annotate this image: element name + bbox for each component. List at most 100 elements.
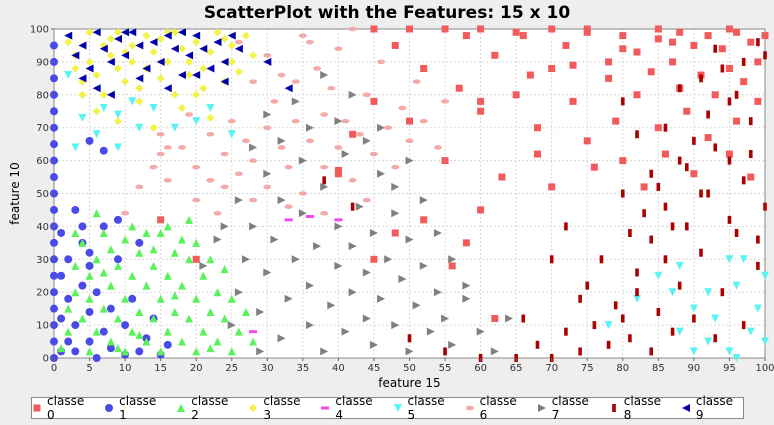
y-tick-label: 40 bbox=[36, 222, 49, 233]
data-point bbox=[185, 51, 194, 60]
x-tick-label: 10 bbox=[119, 363, 132, 374]
data-point bbox=[305, 215, 314, 219]
data-point bbox=[85, 57, 94, 66]
data-point bbox=[725, 64, 733, 72]
legend-label: classe 5 bbox=[407, 394, 445, 422]
data-point bbox=[727, 156, 732, 165]
data-point bbox=[142, 337, 151, 346]
data-point bbox=[443, 347, 447, 356]
grid-layer bbox=[53, 28, 766, 359]
data-point bbox=[462, 32, 470, 40]
data-point bbox=[725, 255, 734, 264]
data-point bbox=[170, 44, 179, 53]
data-point bbox=[684, 163, 689, 172]
data-point bbox=[50, 271, 58, 280]
data-point bbox=[177, 281, 186, 290]
data-point bbox=[149, 123, 158, 132]
data-point bbox=[156, 34, 165, 43]
data-point bbox=[270, 99, 279, 104]
data-point bbox=[85, 248, 94, 257]
data-point bbox=[177, 145, 186, 150]
data-point bbox=[370, 25, 378, 33]
data-point bbox=[177, 44, 186, 53]
data-point bbox=[689, 347, 698, 356]
y-tick-label: 10 bbox=[36, 321, 49, 332]
data-point bbox=[348, 242, 357, 251]
data-point bbox=[676, 28, 684, 36]
data-point bbox=[234, 44, 243, 53]
data-point bbox=[106, 57, 115, 66]
data-point bbox=[684, 222, 689, 231]
data-point bbox=[277, 334, 286, 343]
data-point bbox=[157, 216, 165, 224]
data-point bbox=[71, 288, 80, 297]
data-point bbox=[206, 103, 215, 112]
data-point bbox=[220, 222, 229, 231]
x-tick-label: 75 bbox=[581, 363, 594, 374]
data-point bbox=[241, 255, 250, 264]
data-point bbox=[156, 347, 165, 356]
data-point bbox=[284, 204, 293, 209]
data-point bbox=[706, 110, 710, 119]
series-classe-2 bbox=[57, 209, 258, 356]
data-point bbox=[585, 281, 590, 290]
data-point bbox=[185, 57, 194, 66]
data-point bbox=[92, 107, 101, 116]
data-point bbox=[256, 307, 265, 316]
data-point bbox=[747, 38, 755, 46]
data-point bbox=[441, 157, 449, 165]
data-point bbox=[433, 228, 442, 237]
data-point bbox=[57, 314, 66, 323]
data-point bbox=[220, 57, 229, 66]
data-point bbox=[92, 130, 101, 139]
data-point bbox=[741, 57, 746, 66]
legend-marker bbox=[33, 404, 41, 412]
data-point bbox=[583, 137, 591, 145]
data-point bbox=[548, 25, 556, 33]
data-point bbox=[746, 327, 755, 336]
data-point bbox=[725, 25, 733, 33]
data-point bbox=[249, 158, 258, 163]
data-point bbox=[733, 117, 741, 125]
data-point bbox=[121, 235, 130, 244]
data-point bbox=[320, 210, 329, 216]
data-point bbox=[170, 307, 179, 316]
legend-marker bbox=[249, 404, 258, 412]
data-point bbox=[263, 169, 272, 178]
data-point bbox=[642, 209, 646, 218]
data-point bbox=[677, 156, 682, 165]
data-point bbox=[220, 77, 229, 86]
data-point bbox=[628, 228, 632, 237]
data-point bbox=[677, 84, 682, 93]
data-point bbox=[391, 209, 400, 218]
data-point bbox=[334, 166, 342, 174]
data-point bbox=[121, 294, 130, 303]
x-tick-label: 100 bbox=[755, 363, 774, 374]
data-point bbox=[85, 136, 94, 145]
data-point bbox=[350, 202, 355, 211]
y-tick-label: 20 bbox=[36, 288, 49, 299]
data-point bbox=[156, 151, 165, 157]
data-point bbox=[305, 123, 314, 132]
data-point bbox=[756, 38, 760, 47]
data-point bbox=[405, 235, 414, 244]
data-point bbox=[370, 255, 378, 263]
data-point bbox=[149, 314, 158, 323]
data-point bbox=[220, 184, 229, 190]
data-point bbox=[50, 337, 58, 346]
data-point bbox=[675, 261, 684, 270]
legend-marker-icon bbox=[320, 403, 330, 413]
data-point bbox=[690, 170, 698, 178]
data-point bbox=[113, 255, 122, 264]
data-point bbox=[448, 262, 456, 270]
data-point bbox=[135, 238, 144, 247]
data-point bbox=[526, 71, 534, 79]
data-point bbox=[406, 117, 413, 125]
data-point bbox=[92, 209, 101, 218]
data-point bbox=[477, 206, 485, 214]
data-point bbox=[633, 294, 642, 303]
data-point bbox=[341, 118, 350, 124]
data-point bbox=[334, 46, 343, 52]
data-point bbox=[106, 51, 115, 60]
data-point bbox=[519, 32, 527, 40]
